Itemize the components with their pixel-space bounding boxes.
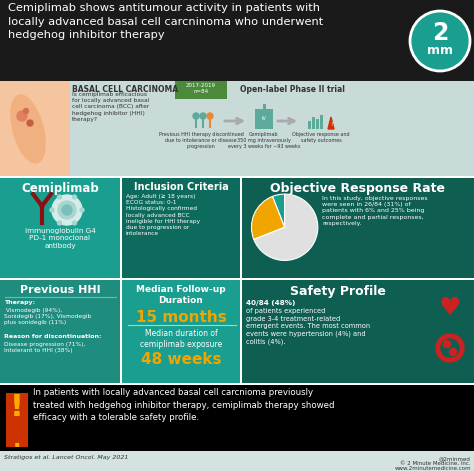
Bar [263, 104, 266, 109]
Bar [6, 393, 28, 443]
Bar [0, 0, 474, 81]
Text: IV: IV [262, 116, 266, 122]
Bar [6, 439, 28, 447]
Text: !: ! [10, 393, 24, 422]
Text: © 2 Minute Medicine, Inc.: © 2 Minute Medicine, Inc. [401, 461, 471, 466]
Bar [122, 280, 240, 383]
Text: Cemiplimab: Cemiplimab [21, 182, 99, 195]
Bar [242, 280, 474, 383]
Bar [320, 115, 323, 129]
Circle shape [408, 9, 472, 73]
Bar [0, 280, 120, 383]
Circle shape [57, 195, 62, 199]
Circle shape [27, 120, 33, 126]
Text: Cemiplimab
350 mg intravenously
every 3 weeks for ~93 weeks: Cemiplimab 350 mg intravenously every 3 … [228, 132, 300, 148]
Ellipse shape [11, 95, 45, 163]
Text: mm: mm [427, 43, 453, 57]
Circle shape [62, 205, 72, 215]
Text: Previous HHI therapy discontinued
due to intolerance or disease
progression: Previous HHI therapy discontinued due to… [159, 132, 244, 148]
Circle shape [50, 208, 54, 212]
Text: .: . [13, 431, 21, 451]
Text: In patients with locally advanced basal cell carcnioma previously
treated with h: In patients with locally advanced basal … [33, 388, 335, 422]
Bar [0, 385, 474, 451]
Bar [308, 121, 311, 129]
Circle shape [441, 339, 459, 357]
Text: Stratigos et al. Lancet Oncol. May 2021: Stratigos et al. Lancet Oncol. May 2021 [4, 455, 128, 460]
Text: BASAL CELL CARCINOMA: BASAL CELL CARCINOMA [72, 85, 178, 94]
Circle shape [80, 208, 84, 212]
Circle shape [200, 113, 206, 119]
Text: !: ! [330, 122, 332, 128]
Wedge shape [273, 194, 284, 227]
Text: @2minmed: @2minmed [439, 456, 471, 461]
Wedge shape [254, 194, 318, 260]
Bar [0, 81, 70, 176]
Text: Is cemiplimab efficacious
for locally advanced basal
cell carcinoma (BCC) after
: Is cemiplimab efficacious for locally ad… [72, 92, 149, 122]
Text: 15 months: 15 months [136, 310, 227, 325]
Circle shape [207, 113, 213, 119]
Circle shape [410, 11, 470, 71]
Circle shape [73, 221, 76, 225]
Text: 2: 2 [432, 21, 448, 45]
Text: Previous HHI: Previous HHI [20, 285, 100, 295]
Text: Median duration of
cemiplimab exposure: Median duration of cemiplimab exposure [140, 329, 222, 349]
Text: Age: Adult (≥ 18 years)
ECOG status: 0-1
Histologically confirmed
locally advanc: Age: Adult (≥ 18 years) ECOG status: 0-1… [126, 194, 200, 236]
Text: Disease progression (71%),
Intolerant to HHI (38%): Disease progression (71%), Intolerant to… [4, 342, 85, 353]
Circle shape [436, 334, 464, 362]
Circle shape [52, 195, 82, 225]
Circle shape [444, 341, 450, 348]
Text: 2017-2019
n=84: 2017-2019 n=84 [186, 83, 216, 94]
Bar [122, 178, 240, 278]
Text: Reason for discontinuation:: Reason for discontinuation: [4, 334, 101, 339]
Text: ♥: ♥ [439, 296, 461, 320]
Text: Median Follow-up
Duration: Median Follow-up Duration [136, 285, 226, 305]
Text: Objective Response Rate: Objective Response Rate [271, 182, 446, 195]
Bar [0, 178, 120, 278]
Circle shape [17, 111, 27, 121]
Text: Objective response and
safety outcomes: Objective response and safety outcomes [292, 132, 350, 143]
Circle shape [58, 201, 76, 219]
Text: Inclusion Criteria: Inclusion Criteria [134, 182, 228, 192]
Text: Cemiplimab shows antitumour activity in patients with
locally advanced basal cel: Cemiplimab shows antitumour activity in … [8, 3, 323, 40]
Bar [255, 109, 273, 129]
Circle shape [449, 349, 456, 356]
Text: Open-label Phase II trial: Open-label Phase II trial [240, 85, 345, 94]
Bar [0, 81, 474, 176]
Text: In this study, objective responses
were seen in 26/84 (31%) of
patients with 6% : In this study, objective responses were … [322, 196, 428, 226]
Bar [242, 178, 474, 278]
Bar [312, 117, 315, 129]
Text: Safety Profile: Safety Profile [290, 285, 386, 298]
Circle shape [24, 108, 28, 114]
Circle shape [193, 113, 199, 119]
Text: www.2minutemedicine.com: www.2minutemedicine.com [394, 466, 471, 471]
Text: Immunoglobulin G4
PD-1 monoclonal
antibody: Immunoglobulin G4 PD-1 monoclonal antibo… [25, 228, 95, 249]
Text: Vismodegib (94%),
Sonidegib (17%), Vismodegib
plus sonidegib (11%): Vismodegib (94%), Sonidegib (17%), Vismo… [4, 308, 91, 325]
Text: 25%: 25% [259, 236, 277, 244]
Text: Therapy:: Therapy: [4, 300, 35, 305]
Polygon shape [328, 117, 334, 129]
Circle shape [73, 195, 76, 199]
Text: 6%: 6% [253, 221, 265, 230]
Bar [175, 81, 227, 99]
Bar [0, 451, 474, 471]
Text: 40/84 (48%): 40/84 (48%) [246, 300, 295, 306]
Text: of patients experienced
grade 3-4 treatment-related
emergent events. The most co: of patients experienced grade 3-4 treatm… [246, 308, 370, 345]
Text: 48 weeks: 48 weeks [141, 352, 221, 367]
Wedge shape [252, 196, 284, 239]
Circle shape [57, 221, 62, 225]
Bar [316, 119, 319, 129]
